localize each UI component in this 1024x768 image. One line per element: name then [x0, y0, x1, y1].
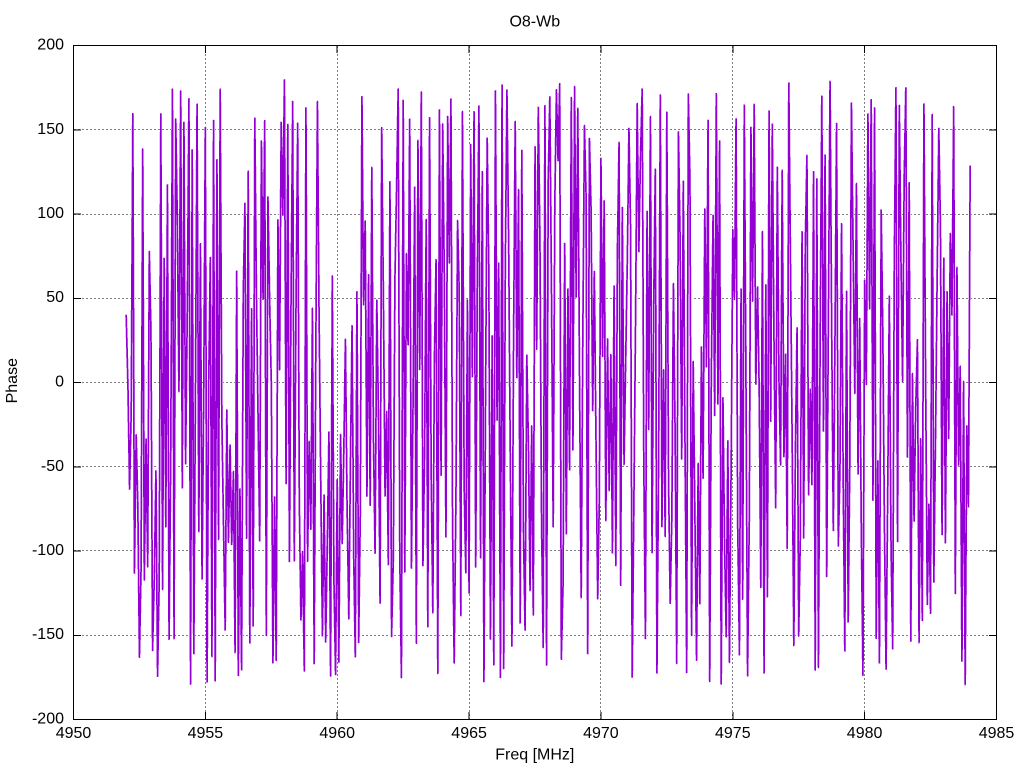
svg-text:0: 0: [55, 374, 64, 391]
svg-text:100: 100: [37, 205, 64, 222]
svg-text:4950: 4950: [56, 725, 92, 742]
svg-text:50: 50: [46, 289, 64, 306]
svg-text:4965: 4965: [451, 725, 487, 742]
svg-text:4975: 4975: [715, 725, 751, 742]
svg-text:150: 150: [37, 121, 64, 138]
svg-text:4980: 4980: [847, 725, 883, 742]
svg-text:-150: -150: [32, 626, 64, 643]
svg-text:4985: 4985: [979, 725, 1015, 742]
svg-text:200: 200: [37, 37, 64, 54]
svg-text:O8-Wb: O8-Wb: [509, 14, 560, 31]
svg-text:Freq [MHz]: Freq [MHz]: [495, 747, 574, 764]
svg-text:-200: -200: [32, 711, 64, 728]
svg-text:4955: 4955: [188, 725, 224, 742]
svg-text:Phase: Phase: [4, 358, 21, 403]
svg-text:4960: 4960: [319, 725, 355, 742]
svg-text:-100: -100: [32, 542, 64, 559]
svg-text:-50: -50: [41, 458, 64, 475]
svg-text:4970: 4970: [583, 725, 619, 742]
